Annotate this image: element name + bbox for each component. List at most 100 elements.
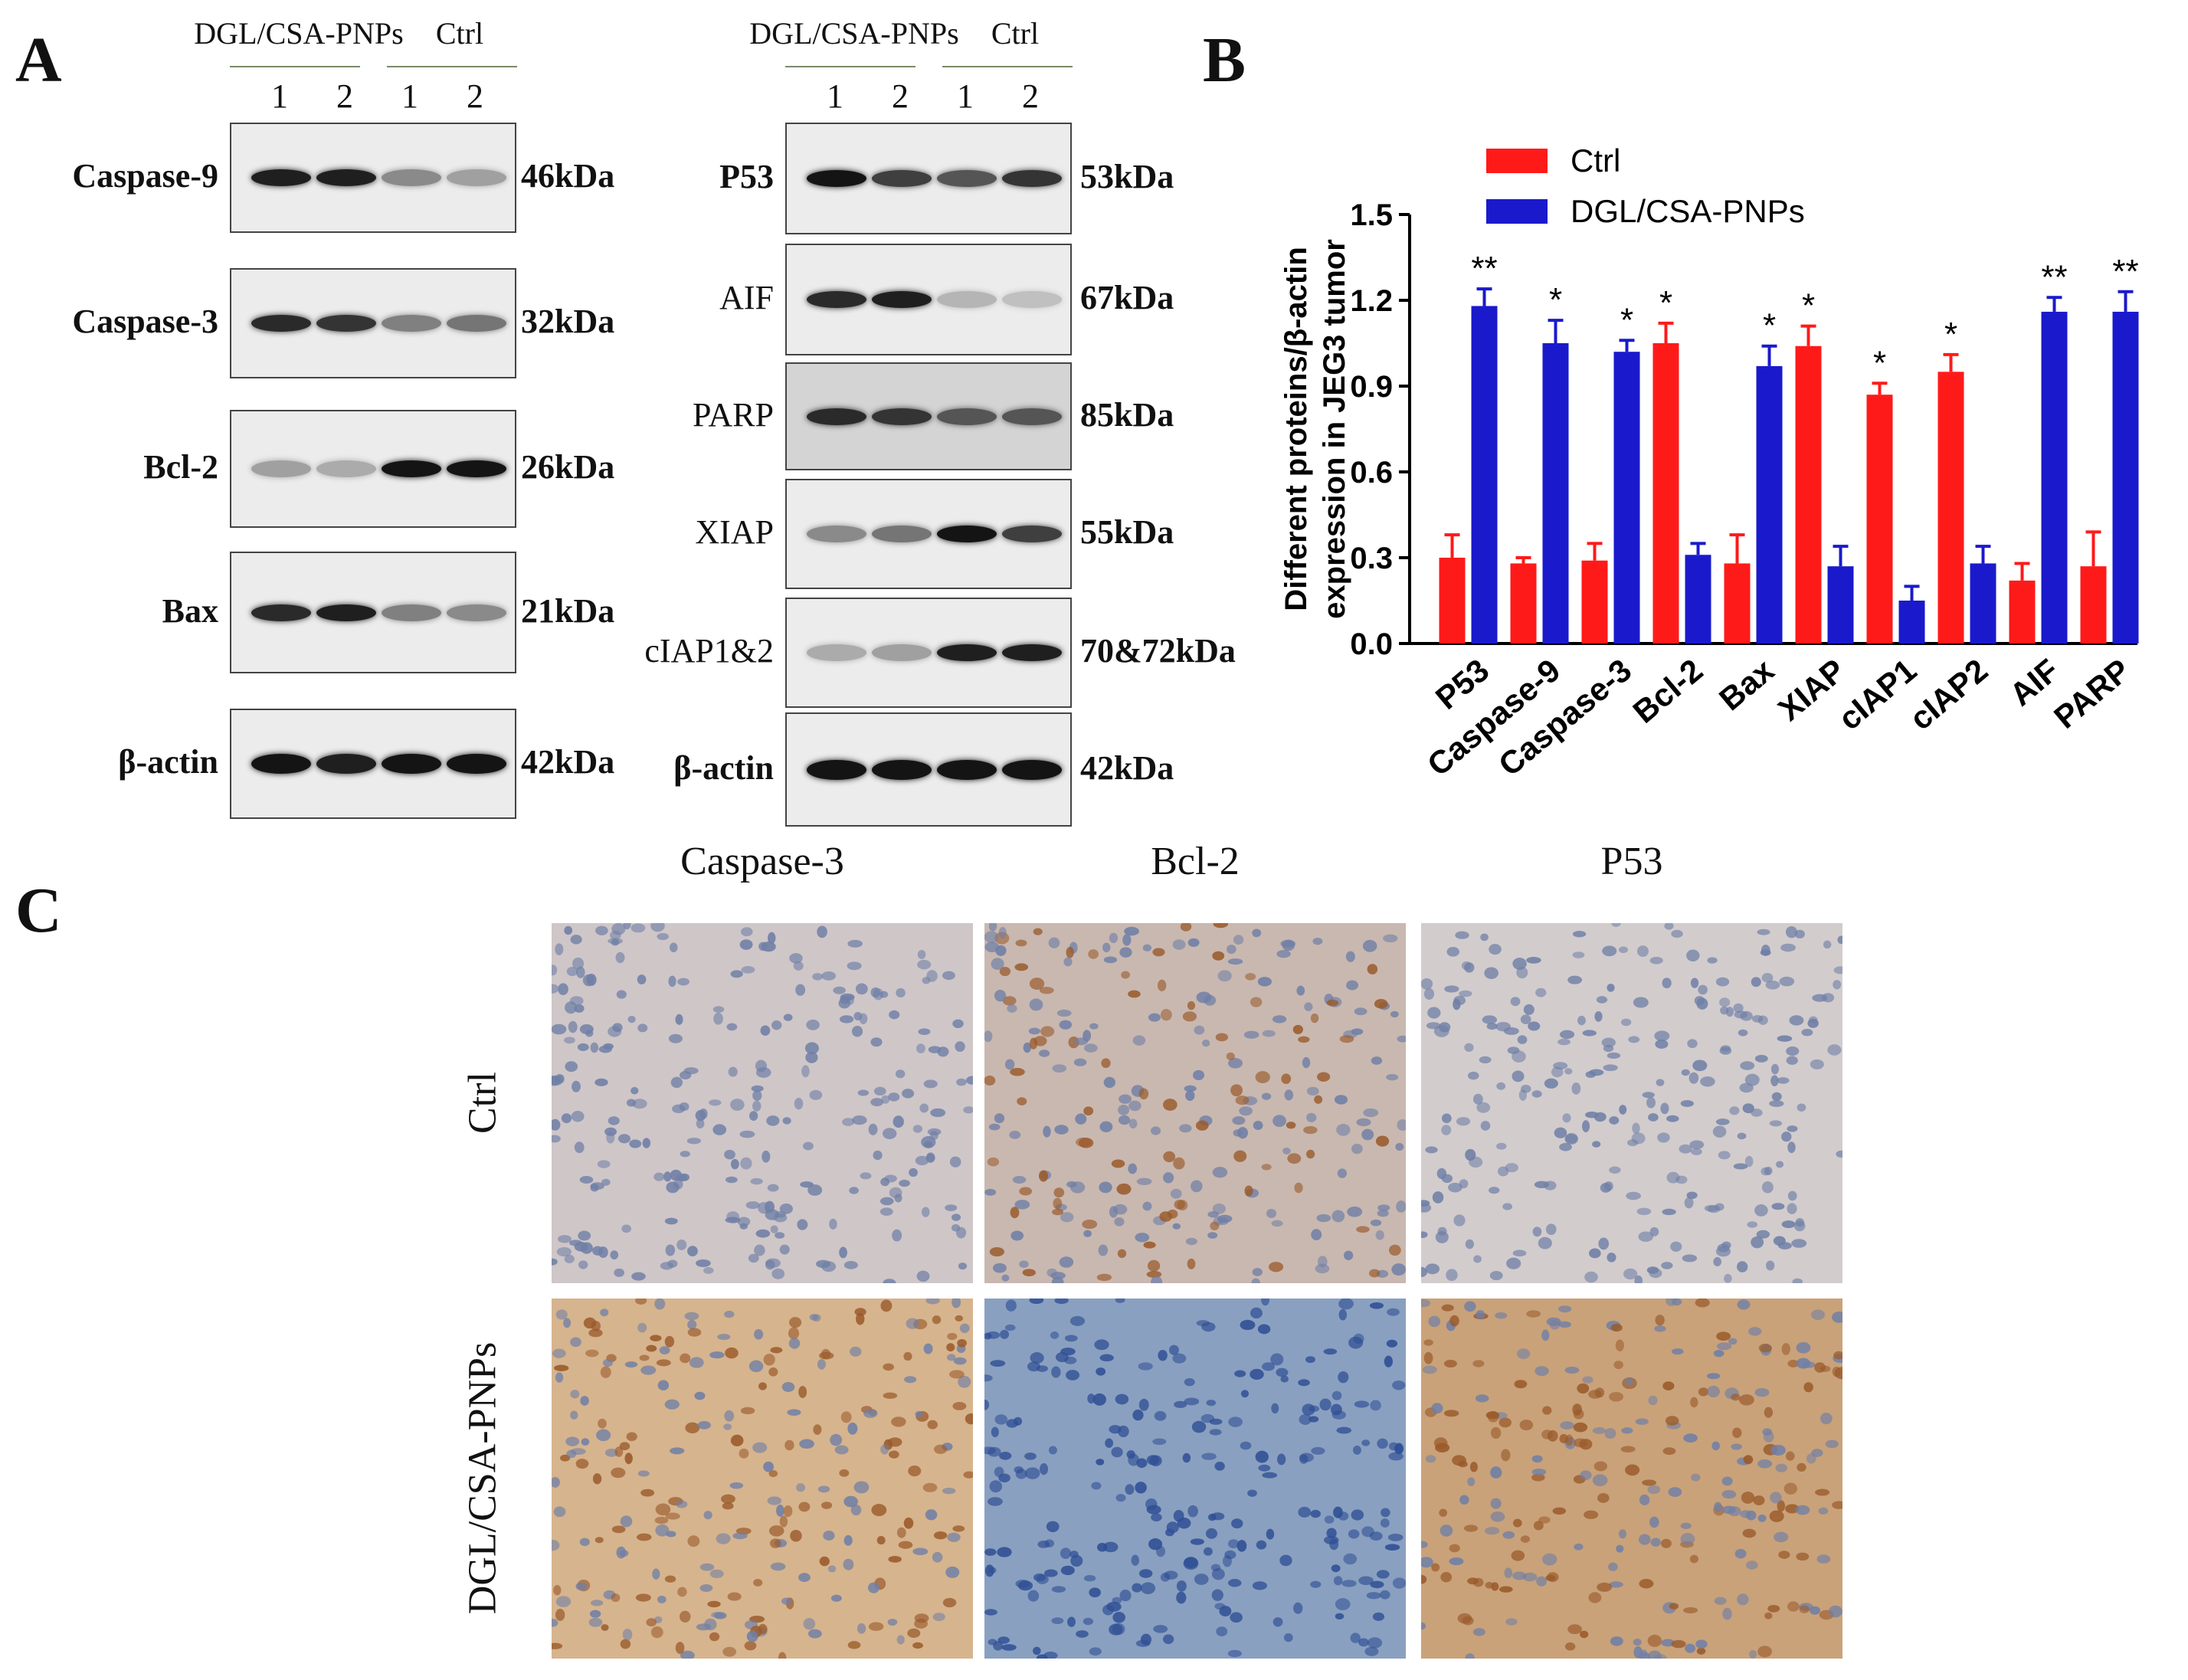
cell-nucleus xyxy=(1217,970,1232,982)
cell-nucleus xyxy=(807,1629,822,1639)
cell-nucleus xyxy=(1106,1601,1122,1612)
cell-nucleus xyxy=(1148,1013,1161,1022)
group-header-treated: DGL/CSA-PNPs xyxy=(749,16,959,51)
bar-ctrl xyxy=(1439,558,1466,644)
cell-nucleus xyxy=(1592,1474,1608,1487)
cell-nucleus xyxy=(1431,1403,1443,1414)
cell-nucleus xyxy=(564,1036,575,1044)
cell-nucleus xyxy=(769,1538,781,1549)
cell-nucleus xyxy=(1324,1515,1335,1524)
cell-nucleus xyxy=(1073,1058,1087,1066)
cell-nucleus xyxy=(1584,1271,1598,1283)
cell-nucleus xyxy=(1174,1400,1187,1409)
cell-nucleus xyxy=(624,1361,638,1368)
cell-nucleus xyxy=(1010,1230,1024,1241)
cell-nucleus xyxy=(555,1309,568,1320)
blot-band xyxy=(937,759,997,780)
cell-nucleus xyxy=(797,1219,808,1230)
cell-nucleus xyxy=(1235,1095,1250,1105)
blot-band xyxy=(316,169,376,186)
cell-nucleus xyxy=(870,1037,883,1047)
cell-nucleus xyxy=(1135,1233,1150,1243)
cell-nucleus xyxy=(896,1635,905,1645)
cell-nucleus xyxy=(867,1582,880,1593)
cell-nucleus xyxy=(1298,1506,1312,1518)
cell-nucleus xyxy=(1564,1642,1576,1651)
cell-nucleus xyxy=(1432,1191,1444,1204)
cell-nucleus xyxy=(1589,1248,1601,1259)
cell-nucleus xyxy=(1777,1500,1786,1512)
cell-nucleus xyxy=(1142,944,1152,951)
cell-nucleus xyxy=(1833,1351,1842,1360)
bar-ctrl xyxy=(1866,395,1893,644)
cell-nucleus xyxy=(1669,1603,1679,1610)
cell-nucleus xyxy=(1243,1030,1259,1039)
cell-nucleus xyxy=(1464,1301,1476,1312)
cell-nucleus xyxy=(1384,1544,1400,1551)
cell-nucleus xyxy=(1505,1618,1518,1626)
cell-nucleus xyxy=(1448,1182,1462,1193)
group-underline-treated xyxy=(230,66,360,67)
kda-label: 21kDa xyxy=(521,591,615,630)
cell-nucleus xyxy=(1499,1417,1512,1428)
cell-nucleus xyxy=(1043,1125,1051,1138)
cell-nucleus xyxy=(1310,1509,1321,1518)
cell-nucleus xyxy=(1486,1023,1498,1030)
blot-band xyxy=(872,170,932,187)
cell-nucleus xyxy=(565,1436,580,1446)
blot-label-right-2: PARP xyxy=(692,395,774,434)
cell-nucleus xyxy=(999,966,1011,977)
cell-nucleus xyxy=(620,1639,631,1649)
cell-nucleus xyxy=(1671,929,1683,938)
cell-nucleus xyxy=(1384,1355,1393,1367)
cell-nucleus xyxy=(1666,1298,1677,1306)
cell-nucleus xyxy=(788,1327,800,1340)
cell-nucleus xyxy=(1572,930,1587,938)
cell-nucleus xyxy=(653,1172,665,1181)
cell-nucleus xyxy=(1771,1092,1782,1102)
cell-nucleus xyxy=(568,1020,578,1033)
cell-nucleus xyxy=(1767,1604,1780,1613)
cell-nucleus xyxy=(741,966,755,974)
cell-nucleus xyxy=(1311,1229,1322,1241)
tissue-texture xyxy=(552,923,973,1283)
cell-nucleus xyxy=(1000,1329,1010,1339)
cell-nucleus xyxy=(1277,1453,1286,1465)
cell-nucleus xyxy=(804,1042,819,1055)
cell-nucleus xyxy=(1557,1305,1572,1313)
cell-nucleus xyxy=(853,1481,870,1494)
cell-nucleus xyxy=(1633,1639,1642,1646)
cell-nucleus xyxy=(1787,1141,1796,1154)
cell-nucleus xyxy=(1484,967,1499,979)
cell-nucleus xyxy=(1354,1400,1370,1408)
cell-nucleus xyxy=(955,1226,967,1239)
bar-ctrl xyxy=(1581,560,1608,644)
cell-nucleus xyxy=(1082,1220,1098,1230)
cell-nucleus xyxy=(1781,1131,1792,1142)
cell-nucleus xyxy=(1348,1529,1360,1539)
cell-nucleus xyxy=(1343,1553,1358,1565)
cell-nucleus xyxy=(1109,932,1119,944)
cell-nucleus xyxy=(794,1098,804,1110)
cell-nucleus xyxy=(572,1080,581,1092)
cell-nucleus xyxy=(1169,1344,1179,1355)
cell-nucleus xyxy=(1754,1388,1770,1397)
cell-nucleus xyxy=(1472,1628,1485,1636)
cell-nucleus xyxy=(552,1023,567,1035)
blot-band xyxy=(1002,170,1062,187)
cell-nucleus xyxy=(1334,1095,1348,1105)
cell-nucleus xyxy=(1281,1073,1292,1085)
blot-right-0 xyxy=(785,123,1072,234)
lane-number: 1 xyxy=(827,77,843,115)
cell-nucleus xyxy=(1147,1259,1161,1272)
cell-nucleus xyxy=(1661,1262,1673,1269)
cell-nucleus xyxy=(629,1139,642,1148)
cell-nucleus xyxy=(958,1375,971,1388)
cell-nucleus xyxy=(1742,1528,1757,1538)
blot-band xyxy=(1002,759,1062,780)
cell-nucleus xyxy=(1721,1476,1733,1486)
cell-nucleus xyxy=(993,1641,1004,1651)
cell-nucleus xyxy=(952,1298,961,1308)
cell-nucleus xyxy=(1282,1147,1291,1154)
cell-nucleus xyxy=(1303,1125,1318,1135)
